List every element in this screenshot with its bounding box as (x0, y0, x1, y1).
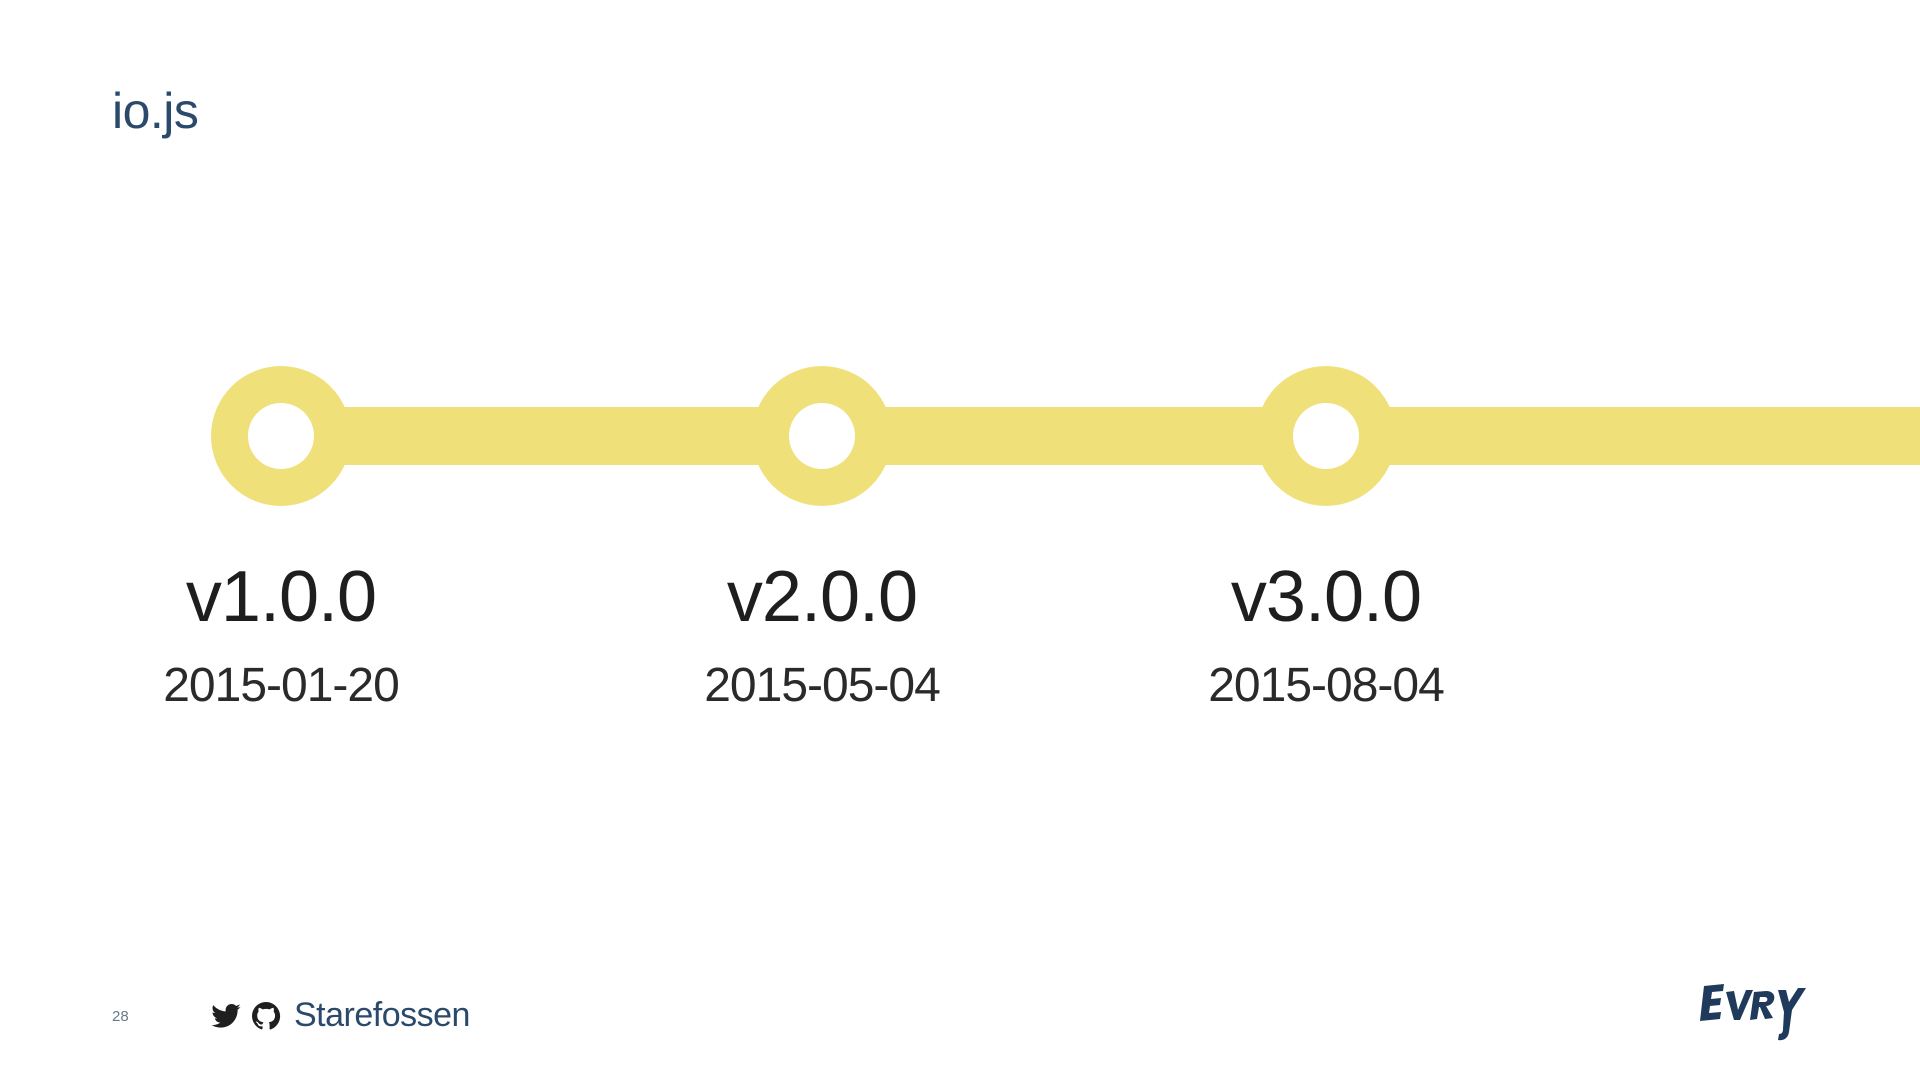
github-icon (252, 1001, 281, 1029)
twitter-icon (211, 1003, 241, 1028)
timeline-track (280, 407, 1920, 465)
milestone-date: 2015-05-04 (704, 659, 941, 712)
footer-handle: Starefossen (294, 996, 470, 1034)
milestone-node-hole (1293, 403, 1359, 469)
milestone-node-hole (789, 403, 855, 469)
footer-social: Starefossen (210, 996, 470, 1035)
milestone-markers (211, 366, 1396, 506)
milestone-node-hole (248, 403, 314, 469)
milestone-version: v3.0.0 (1230, 557, 1422, 637)
milestone-date: 2015-08-04 (1208, 659, 1445, 712)
milestone-date: 2015-01-20 (163, 659, 400, 712)
evry-logo (1700, 984, 1806, 1041)
milestone-version: v1.0.0 (185, 557, 377, 637)
milestone-version: v2.0.0 (726, 557, 918, 637)
page-number: 28 (112, 1008, 129, 1025)
slide-title: io.js (112, 83, 199, 139)
